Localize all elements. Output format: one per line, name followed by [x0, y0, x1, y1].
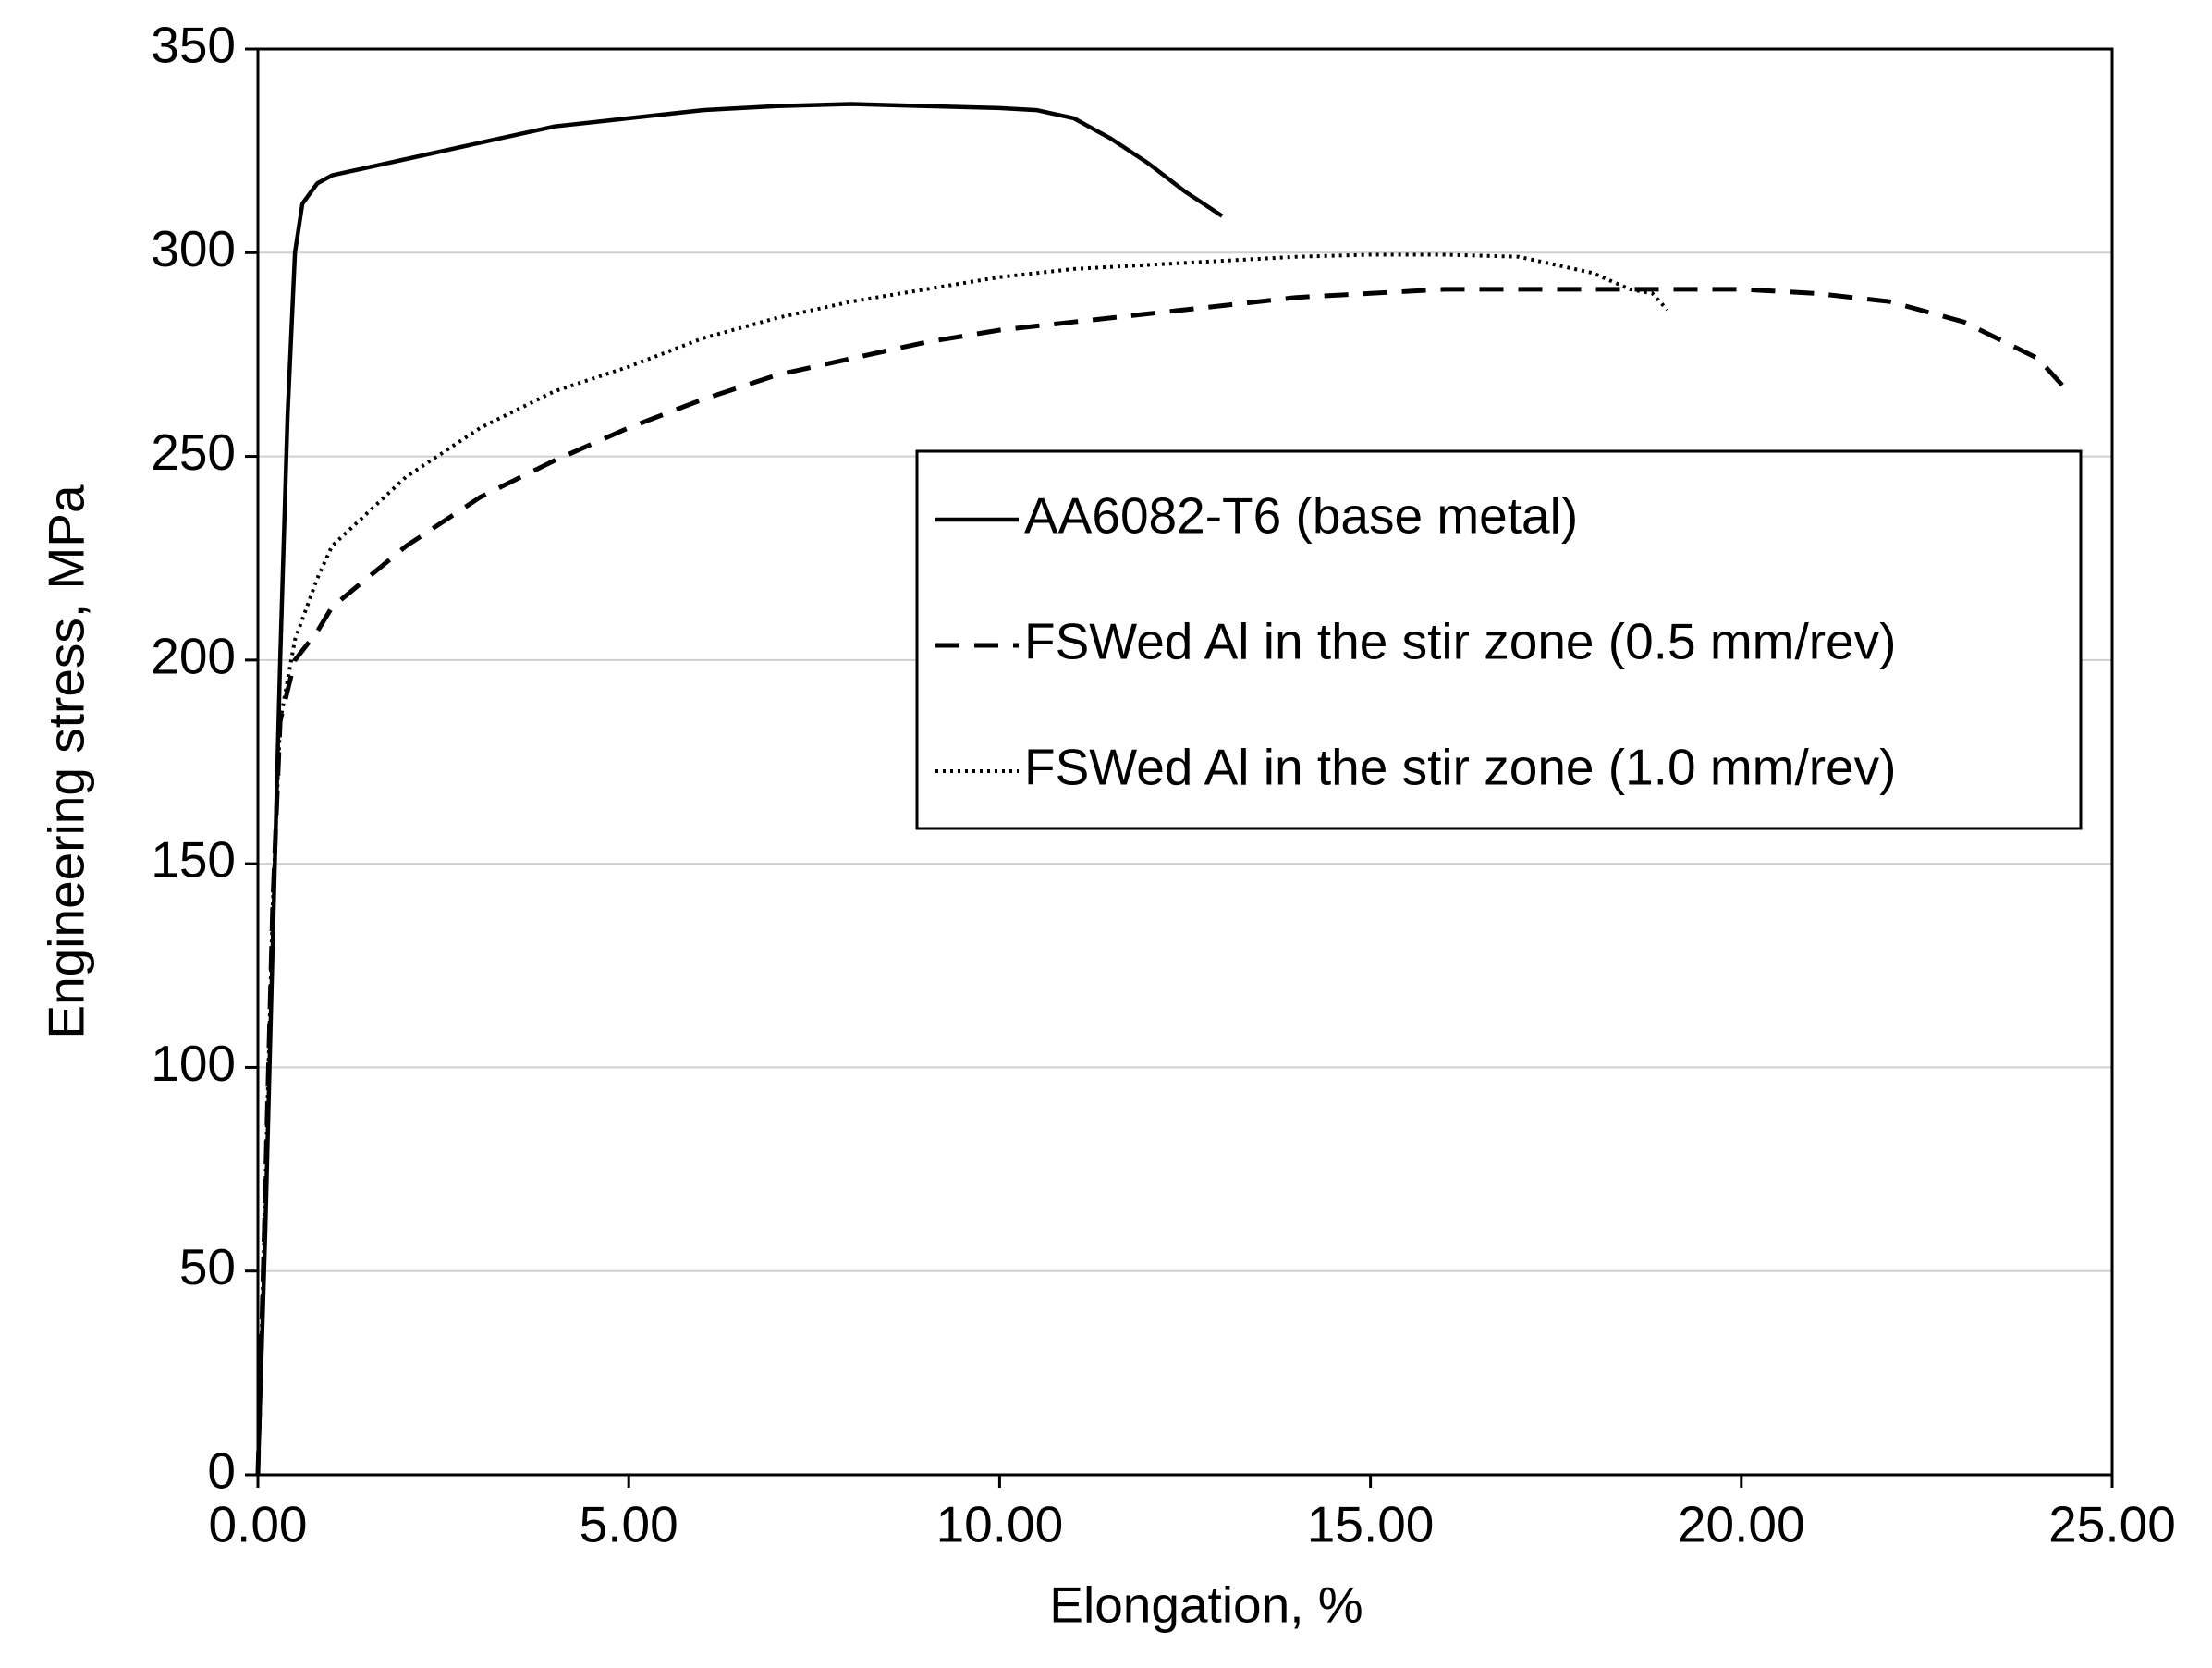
series-line — [255, 287, 2070, 1476]
legend-label: FSWed Al in the stir zone (0.5 mm/rev) — [1024, 613, 1896, 670]
x-tick-label: 25.00 — [2048, 1496, 2176, 1553]
y-tick-label: 100 — [151, 1035, 236, 1092]
y-axis-label: Engineering stress, MPa — [38, 484, 95, 1039]
legend-box — [915, 449, 2083, 830]
series-line — [256, 252, 1669, 1476]
legend: AA6082-T6 (base metal) FSWed Al in the st… — [915, 449, 2083, 830]
x-axis-label: Elongation, % — [1049, 1576, 1363, 1634]
series-line — [255, 102, 1224, 1476]
y-tick-label: 350 — [151, 17, 236, 74]
x-tick-label: 5.00 — [580, 1496, 678, 1553]
y-tick-label: 150 — [151, 831, 236, 889]
y-tick-label: 250 — [151, 423, 236, 481]
y-tick-label: 300 — [151, 220, 236, 277]
y-tick-label: 50 — [179, 1238, 236, 1295]
x-tick-label: 0.00 — [208, 1496, 307, 1553]
x-tick-label: 15.00 — [1307, 1496, 1435, 1553]
legend-label: FSWed Al in the stir zone (1.0 mm/rev) — [1024, 739, 1896, 796]
x-tick-label: 20.00 — [1678, 1496, 1805, 1553]
y-tick-label: 0 — [207, 1442, 236, 1500]
plot-frame — [256, 47, 2114, 1477]
x-tick-label: 10.00 — [936, 1496, 1064, 1553]
y-tick-label: 200 — [151, 627, 236, 684]
legend-label: AA6082-T6 (base metal) — [1024, 487, 1578, 545]
